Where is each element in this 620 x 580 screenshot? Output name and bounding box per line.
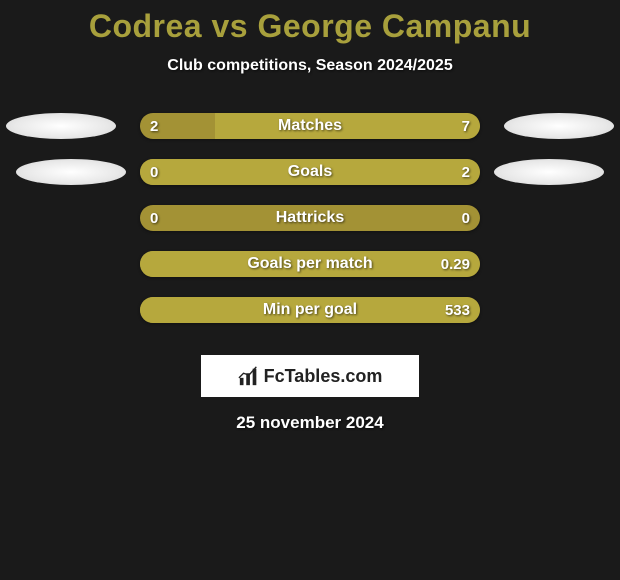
stat-value-right: 533 [445, 297, 470, 323]
stat-value-right: 7 [462, 113, 470, 139]
stat-value-right: 0 [462, 205, 470, 231]
stat-value-right: 2 [462, 159, 470, 185]
stat-label: Goals [140, 159, 480, 185]
stat-bar: Matches2 7 [140, 113, 480, 139]
player-right-ellipse [504, 113, 614, 139]
subtitle: Club competitions, Season 2024/2025 [0, 57, 620, 75]
stat-value-right: 0.29 [441, 251, 470, 277]
stat-label: Min per goal [140, 297, 480, 323]
stat-value-left: 0 [150, 159, 158, 185]
logo-text: FcTables.com [264, 366, 383, 387]
stat-bar: Goals0 2 [140, 159, 480, 185]
stat-row: Hattricks0 0 [0, 199, 620, 245]
stat-bar: Goals per match0.29 [140, 251, 480, 277]
bar-chart-icon [238, 365, 260, 387]
logo-box: FcTables.com [201, 355, 419, 397]
date-text: 25 november 2024 [0, 413, 620, 433]
stat-value-left: 0 [150, 205, 158, 231]
comparison-infographic: Codrea vs George Campanu Club competitio… [0, 0, 620, 433]
stat-label: Hattricks [140, 205, 480, 231]
stats-area: Matches27Goals02Hattricks00Goals per mat… [0, 107, 620, 337]
stat-row: Goals per match0.29 [0, 245, 620, 291]
player-right-ellipse [494, 159, 604, 185]
stat-row: Goals0 2 [0, 153, 620, 199]
page-title: Codrea vs George Campanu [0, 8, 620, 45]
stat-label: Matches [140, 113, 480, 139]
stat-bar: Hattricks0 0 [140, 205, 480, 231]
stat-value-left: 2 [150, 113, 158, 139]
player-left-ellipse [6, 113, 116, 139]
stat-label: Goals per match [140, 251, 480, 277]
player-left-ellipse [16, 159, 126, 185]
stat-row: Min per goal533 [0, 291, 620, 337]
stat-row: Matches2 7 [0, 107, 620, 153]
stat-bar: Min per goal533 [140, 297, 480, 323]
